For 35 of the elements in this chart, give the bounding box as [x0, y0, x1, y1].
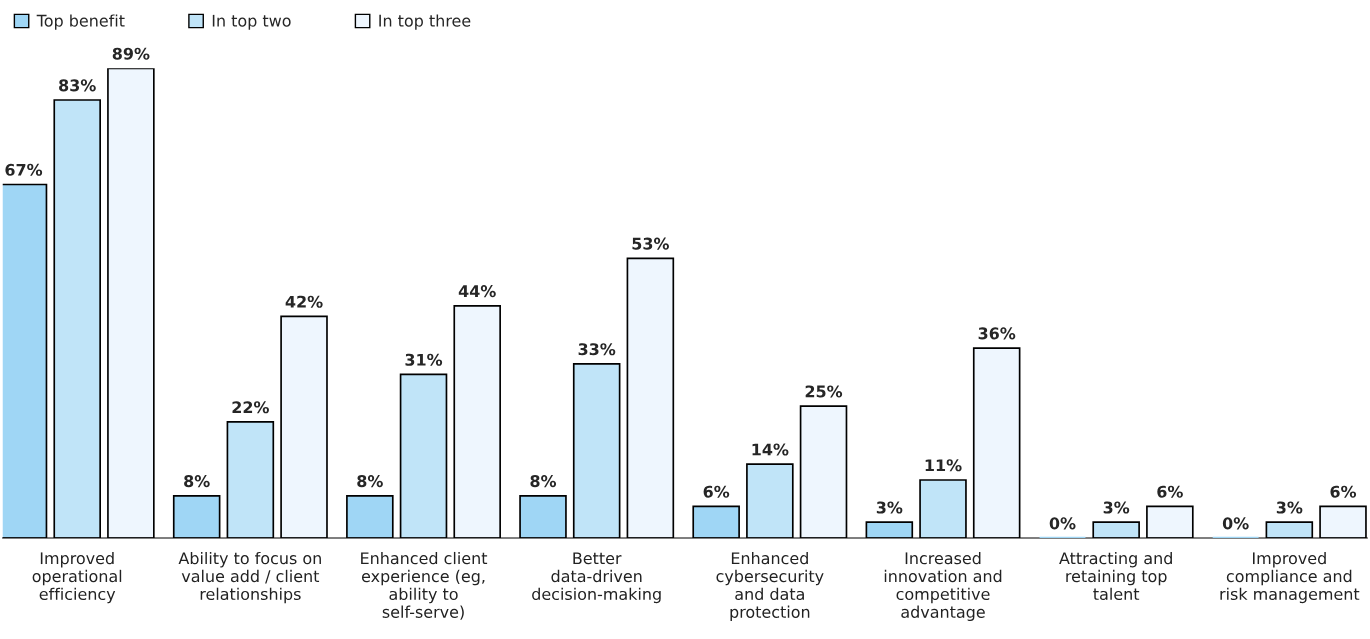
- x-tick-label: Enhanced client experience (eg, ability to self-serve): [361, 551, 488, 620]
- data-label: 33%: [578, 343, 616, 356]
- data-label: 6%: [1330, 485, 1357, 498]
- data-label: 6%: [703, 485, 730, 498]
- x-tick-label: Improved operational efficiency: [32, 551, 122, 604]
- data-label: 89%: [112, 47, 150, 60]
- legend-label: In top three: [379, 14, 471, 30]
- data-label: 8%: [184, 475, 210, 488]
- data-label: 44%: [458, 285, 496, 298]
- data-label: 22%: [232, 401, 269, 414]
- data-label: 11%: [925, 459, 962, 472]
- x-tick-label: Enhanced cybersecurity and data protection: [716, 551, 824, 622]
- data-label: 83%: [59, 79, 96, 92]
- data-label: 6%: [1157, 485, 1183, 498]
- data-label: 8%: [530, 475, 557, 488]
- data-label: 36%: [978, 327, 1016, 340]
- data-label: 0%: [1049, 517, 1076, 530]
- x-tick-label: Increased innovation and competitive advantage: [884, 551, 1002, 622]
- x-tick-label: Better data-driven decision-making: [532, 552, 661, 604]
- data-label: 0%: [1222, 517, 1249, 530]
- data-label: 67%: [5, 163, 43, 176]
- data-label: 14%: [752, 443, 789, 456]
- data-label: 31%: [405, 353, 443, 366]
- data-label: 3%: [1103, 501, 1130, 514]
- data-label: 53%: [632, 237, 669, 250]
- data-label: 42%: [285, 295, 323, 308]
- x-tick-label: Improved compliance and risk management: [1220, 551, 1360, 604]
- data-label: 25%: [805, 385, 843, 398]
- x-tick-label: Ability to focus on value add / client relationships: [178, 551, 321, 604]
- x-tick-label: Attracting and retaining top talent: [1059, 551, 1172, 601]
- legend-label: In top two: [212, 14, 291, 30]
- legend-label: Top benefit: [36, 14, 125, 30]
- data-label: 3%: [1276, 501, 1303, 514]
- data-label: 3%: [876, 501, 903, 514]
- data-label: 8%: [357, 475, 383, 488]
